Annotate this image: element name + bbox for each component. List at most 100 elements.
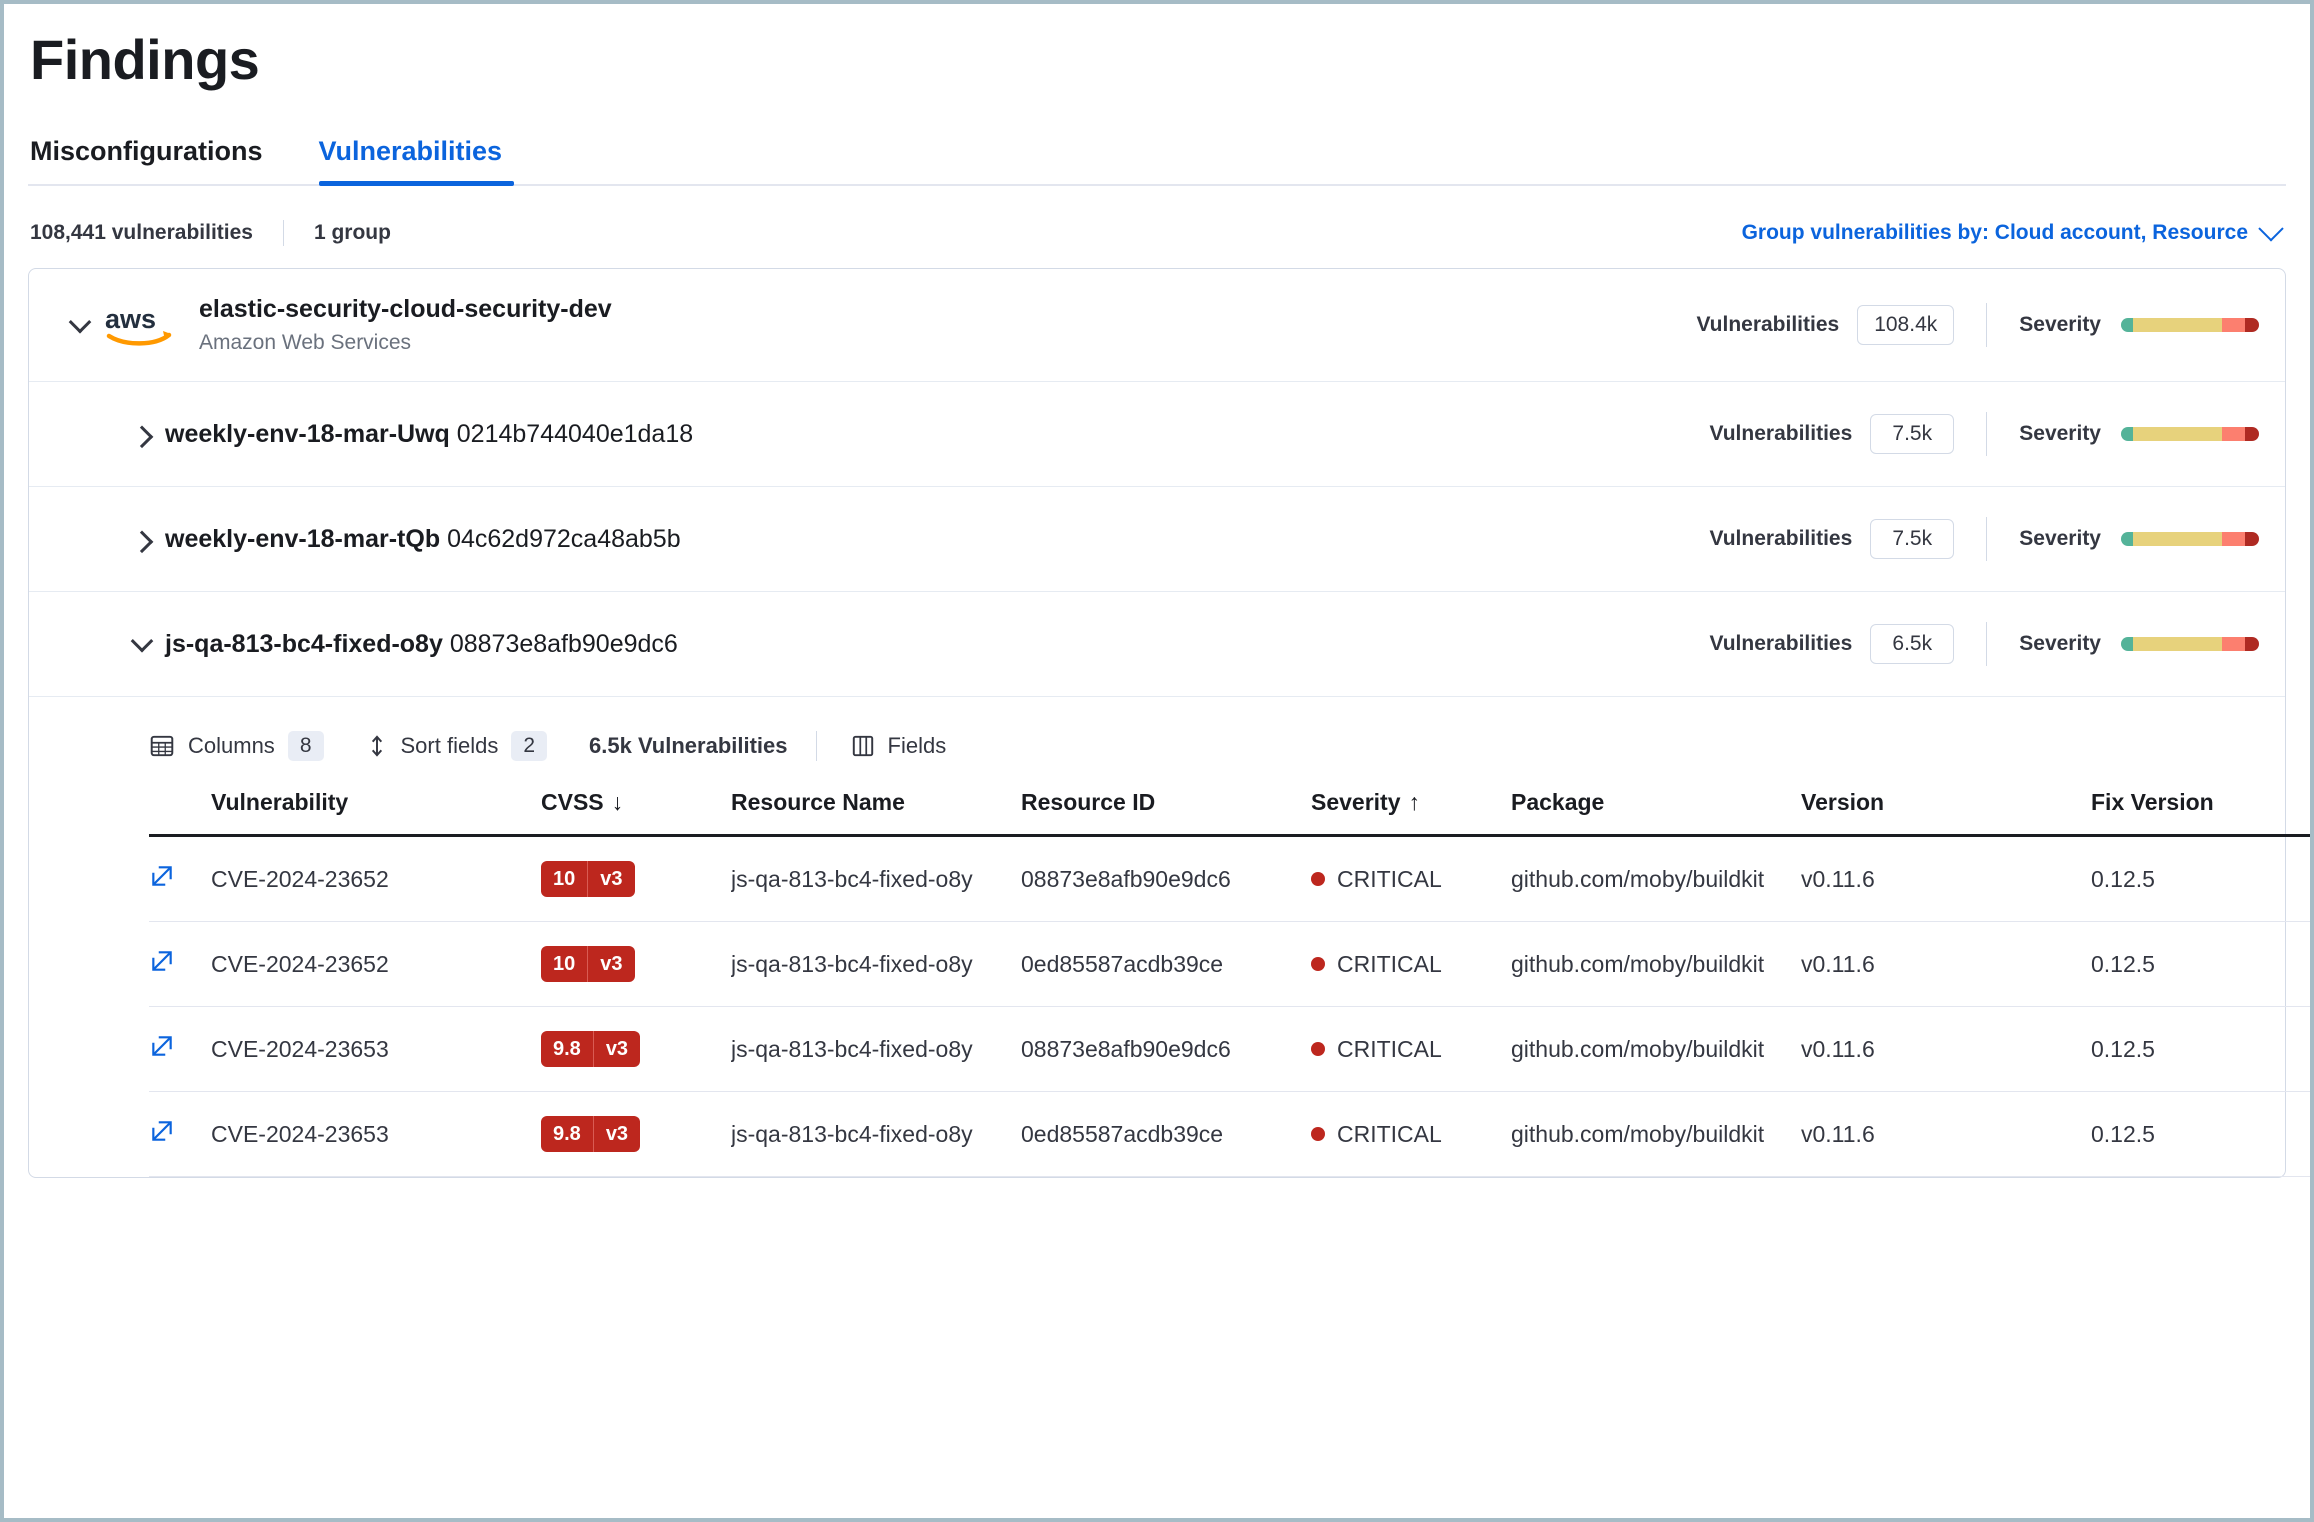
subgroup-row-1[interactable]: weekly-env-18-mar-tQb 04c62d972ca48ab5b … [29,486,2285,591]
subgroup-left-1: weekly-env-18-mar-tQb 04c62d972ca48ab5b [125,525,681,554]
cell-resource-name-2: js-qa-813-bc4-fixed-o8y [731,1006,1021,1093]
status-badge: CRITICAL [1311,1036,1497,1063]
subgroup-expand-toggle-1[interactable] [125,530,159,554]
sort-fields-button[interactable]: Sort fields 2 [366,731,548,762]
header-severity[interactable]: Severity ↑ [1311,789,1511,838]
package-name: github.com/moby/buildkit [1511,950,1765,977]
subgroup-vulnerabilities-count-1: 7.5k [1870,519,1955,560]
cell-version-3: v0.11.6 [1801,1091,2091,1178]
group-header-left: aws elastic-security-cloud-security-dev … [63,293,612,357]
cell-resource-id-1: 0ed85587acdb39ce [1021,921,1311,1008]
severity-segment-high [2221,427,2246,442]
fields-icon [852,736,873,757]
subgroup-row-2[interactable]: js-qa-813-bc4-fixed-o8y 08873e8afb90e9dc… [29,591,2285,696]
header-version[interactable]: Version [1801,789,2091,838]
severity-segment-critical [2245,427,2259,442]
header-severity-label: Severity [1311,789,1401,816]
group-collapse-toggle[interactable] [63,311,97,334]
cell-cvss-3: 9.8 v3 [541,1091,731,1178]
table-row[interactable]: CVE-2024-23653 9.8 v3 js-qa-813-bc4-fixe… [149,1091,2310,1178]
cell-package-1: github.com/moby/buildkit [1511,921,1801,1008]
cvss-badge: 10 v3 [541,861,635,898]
severity-dot-icon [1311,1042,1325,1057]
cell-severity-0: CRITICAL [1311,835,1511,923]
resource-id: 08873e8afb90e9dc6 [1021,1035,1231,1062]
header-package[interactable]: Package [1511,789,1801,838]
table-row[interactable]: CVE-2024-23653 9.8 v3 js-qa-813-bc4-fixe… [149,1006,2310,1093]
cvss-score: 9.8 [553,1038,581,1061]
header-cvss[interactable]: CVSS ↓ [541,789,731,838]
table-row[interactable]: CVE-2024-23652 10 v3 js-qa-813-bc4-fixed… [149,835,2310,923]
group-header-cloud-account[interactable]: aws elastic-security-cloud-security-dev … [29,269,2285,381]
severity-distribution-bar [2121,532,2259,547]
subgroup-expand-toggle-2[interactable] [125,630,159,653]
group-vulnerabilities-metric: Vulnerabilities 108.4k [1696,305,1955,346]
subgroup-name-2: js-qa-813-bc4-fixed-o8y [165,629,443,658]
row-expand-cell-1[interactable] [149,921,211,1008]
package-version: v0.11.6 [1801,865,1875,892]
cell-fix-version-3: 0.12.5 [2091,1091,2310,1178]
cvss-version: v3 [587,861,634,898]
row-expand-cell-2[interactable] [149,1006,211,1093]
tab-list: Misconfigurations Vulnerabilities [28,136,2286,187]
table-row[interactable]: CVE-2024-23652 10 v3 js-qa-813-bc4-fixed… [149,921,2310,1008]
cell-version-2: v0.11.6 [1801,1006,2091,1093]
subgroup-severity-label-0: Severity [2019,422,2101,446]
group-severity-label: Severity [2019,313,2101,337]
header-resource-id-label: Resource ID [1021,789,1156,816]
row-expand-cell-0[interactable] [149,835,211,923]
columns-label: Columns [188,733,275,759]
header-resource-id[interactable]: Resource ID [1021,789,1311,838]
subgroup-title-1: weekly-env-18-mar-tQb 04c62d972ca48ab5b [165,525,681,554]
metric-divider [1986,517,1988,562]
subgroup-name-0: weekly-env-18-mar-Uwq [165,419,450,448]
expand-details-icon[interactable] [149,1118,175,1150]
subgroup-severity-metric-2: Severity [2019,632,2259,656]
fields-button[interactable]: Fields [851,733,946,759]
severity-segment-low [2121,637,2134,652]
vulnerability-id: CVE-2024-23653 [211,1120,389,1147]
subgroup-row-0[interactable]: weekly-env-18-mar-Uwq 0214b744040e1da18 … [29,381,2285,486]
header-package-label: Package [1511,789,1605,816]
cvss-score: 10 [553,868,576,891]
svg-text:aws: aws [105,304,156,334]
severity-segment-high [2221,532,2246,547]
subgroup-vulnerabilities-label-2: Vulnerabilities [1709,632,1853,656]
vulnerabilities-table: Vulnerability CVSS ↓ Resource Name Resour… [149,789,2310,1178]
columns-button[interactable]: Columns 8 [149,731,324,762]
vulnerabilities-table-area: Columns 8 Sort fields 2 6.5k Vulnerabili… [29,696,2310,1178]
subgroup-vulnerabilities-label-1: Vulnerabilities [1709,527,1853,551]
group-by-selector[interactable]: Group vulnerabilities by: Cloud account,… [1741,216,2284,245]
severity-dot-icon [1311,872,1325,887]
header-vulnerability[interactable]: Vulnerability [211,789,541,838]
cell-package-3: github.com/moby/buildkit [1511,1091,1801,1178]
group-by-label: Group vulnerabilities by: Cloud account,… [1741,221,2248,245]
columns-count-badge: 8 [287,731,324,762]
subgroup-name-1: weekly-env-18-mar-tQb [165,524,441,553]
cell-resource-name-0: js-qa-813-bc4-fixed-o8y [731,835,1021,923]
aws-logo-icon: aws [103,302,177,348]
tab-vulnerabilities[interactable]: Vulnerabilities [318,136,537,187]
total-vulnerabilities-label: 6.5k Vulnerabilities [589,733,788,759]
table-toolbar: Columns 8 Sort fields 2 6.5k Vulnerabili… [149,731,2249,789]
cell-version-0: v0.11.6 [1801,835,2091,923]
cell-cvss-2: 9.8 v3 [541,1006,731,1093]
severity-segment-low [2121,427,2134,442]
expand-details-icon[interactable] [149,863,175,895]
header-resource-name[interactable]: Resource Name [731,789,1021,838]
header-vulnerability-label: Vulnerability [211,789,349,816]
cvss-badge: 9.8 v3 [541,1031,641,1068]
subgroup-expand-toggle-0[interactable] [125,425,159,449]
subgroup-title-0: weekly-env-18-mar-Uwq 0214b744040e1da18 [165,420,693,449]
cell-package-0: github.com/moby/buildkit [1511,835,1801,923]
resource-id: 0ed85587acdb39ce [1021,1120,1224,1147]
expand-details-icon[interactable] [149,1033,175,1065]
expand-details-icon[interactable] [149,948,175,980]
tab-misconfigurations[interactable]: Misconfigurations [30,136,263,167]
severity-label: CRITICAL [1337,950,1442,977]
row-expand-cell-3[interactable] [149,1091,211,1178]
header-fix-version[interactable]: Fix Version [2091,789,2310,838]
severity-segment-low [2121,532,2134,547]
group-header-metrics: Vulnerabilities 108.4k Severity [1696,303,2259,348]
page-title: Findings [30,28,260,91]
